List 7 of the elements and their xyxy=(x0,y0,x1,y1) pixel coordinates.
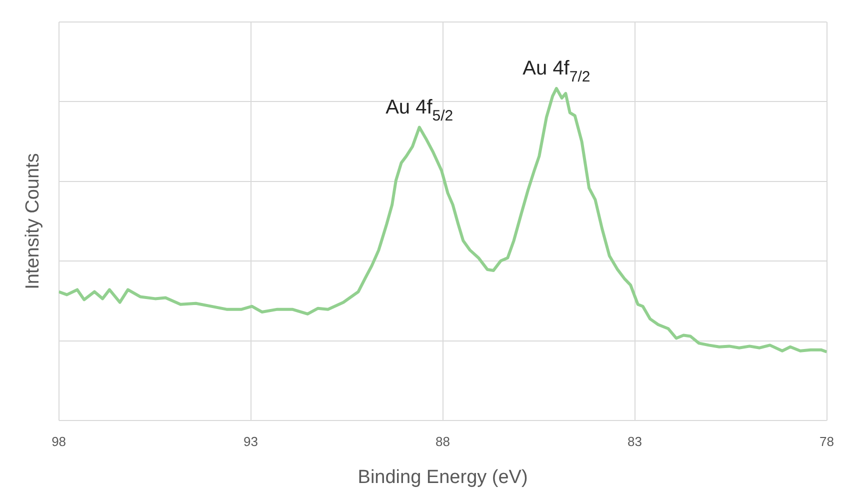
x-tick-label: 98 xyxy=(52,434,66,449)
x-tick-label: 83 xyxy=(628,434,642,449)
x-tick-label: 78 xyxy=(820,434,834,449)
x-tick-label: 93 xyxy=(244,434,258,449)
x-tick-label: 88 xyxy=(436,434,450,449)
y-axis-title: Intensity Counts xyxy=(22,153,44,290)
x-axis-title: Binding Energy (eV) xyxy=(358,466,528,488)
